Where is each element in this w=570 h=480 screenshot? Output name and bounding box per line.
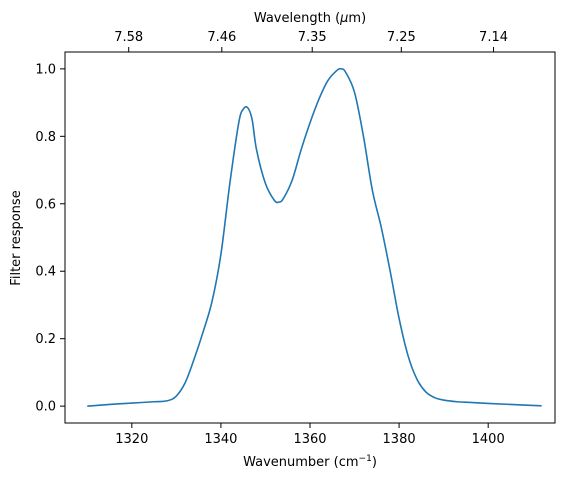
x-tick-label: 1380: [383, 432, 416, 447]
top-tick-label: 7.58: [114, 30, 143, 45]
y-tick-label: 1.0: [35, 62, 56, 77]
y-tick-label: 0.2: [35, 332, 56, 347]
top-tick-label: 7.14: [479, 30, 508, 45]
x-tick-label: 1340: [204, 432, 237, 447]
x-tick-label: 1360: [293, 432, 326, 447]
top-tick-label: 7.35: [298, 30, 327, 45]
top-axis-ticks: 7.58 7.46 7.35 7.25 7.14: [114, 30, 508, 52]
y-tick-label: 0.6: [35, 197, 56, 212]
plot-area: [64, 51, 556, 424]
top-tick-label: 7.25: [387, 30, 416, 45]
top-tick-label: 7.46: [207, 30, 236, 45]
top-axis-title: Wavelength (μm): [254, 11, 366, 26]
x-axis-ticks: 1320 1340 1360 1380 1400: [115, 423, 505, 447]
x-tick-label: 1400: [472, 432, 505, 447]
x-tick-label: 1320: [115, 432, 148, 447]
y-tick-label: 0.8: [35, 130, 56, 145]
x-axis-title: Wavenumber (cm−1): [243, 454, 377, 470]
filter-response-line: [87, 67, 542, 407]
y-tick-label: 0.0: [35, 400, 56, 415]
y-tick-label: 0.4: [35, 265, 56, 280]
y-axis-ticks: 0.0 0.2 0.4 0.6 0.8 1.0: [35, 62, 65, 415]
y-axis-title: Filter response: [9, 190, 24, 285]
